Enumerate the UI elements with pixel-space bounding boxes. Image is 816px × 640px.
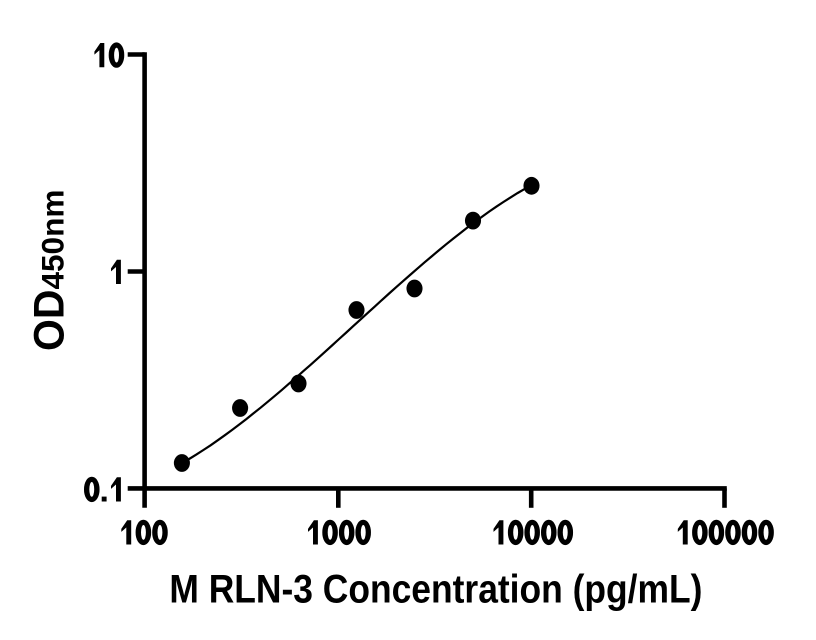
svg-text:450nm: 450nm — [35, 190, 71, 290]
svg-text:M RLN-3 Concentration (pg/mL): M RLN-3 Concentration (pg/mL) — [169, 568, 702, 612]
svg-text:OD: OD — [26, 290, 74, 352]
